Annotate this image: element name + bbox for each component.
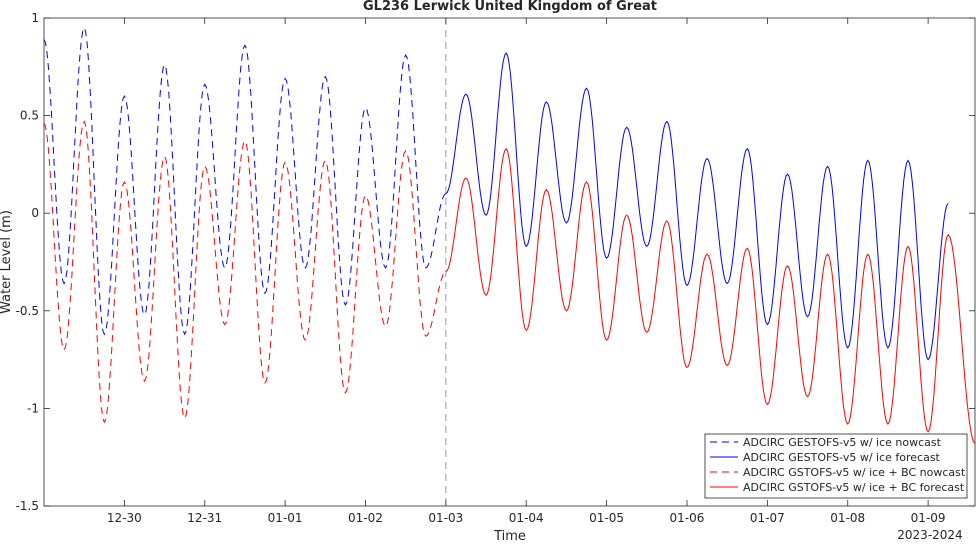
x-tick-label: 01-04 xyxy=(509,511,544,525)
legend-label-4: ADCIRC GSTOFS-v5 w/ ice + BC forecast xyxy=(743,481,965,494)
x-tick-label: 01-06 xyxy=(670,511,705,525)
x-axis-ticks: 12-30 12-31 01-01 01-02 01-03 01-04 01-05 01-06… xyxy=(107,18,946,525)
year-label: 2023-2024 xyxy=(897,528,962,541)
x-tick-label: 01-07 xyxy=(750,511,785,525)
plot-frame xyxy=(43,17,976,507)
y-tick-label: -1.5 xyxy=(16,499,39,513)
y-tick-label: 1 xyxy=(31,11,39,25)
x-axis-label: Time xyxy=(493,529,526,541)
y-axis-label: Water Level (m) xyxy=(0,210,14,314)
legend-label-1: ADCIRC GESTOFS-v5 w/ ice nowcast xyxy=(743,436,942,449)
x-tick-label: 12-30 xyxy=(107,511,142,525)
y-axis-ticks: -1.5 -1 -0.5 0 0.5 1 xyxy=(16,11,975,513)
series-line-4 xyxy=(445,147,976,444)
legend-label-2: ADCIRC GESTOFS-v5 w/ ice forecast xyxy=(743,451,941,464)
y-tick-label: -0.5 xyxy=(16,304,39,318)
x-tick-label: 01-02 xyxy=(348,511,383,525)
y-tick-label: 0 xyxy=(31,206,39,220)
legend-label-3: ADCIRC GSTOFS-v5 w/ ice + BC nowcast xyxy=(743,466,966,479)
series-line-1 xyxy=(43,26,447,336)
y-tick-label: -1 xyxy=(27,401,39,415)
plot-lines xyxy=(43,18,976,506)
series-line-3 xyxy=(43,120,447,424)
x-tick-label: 12-31 xyxy=(187,511,222,525)
x-tick-label: 01-01 xyxy=(268,511,303,525)
legend: ADCIRC GESTOFS-v5 w/ ice nowcast ADCIRC G… xyxy=(704,433,968,499)
legend-box xyxy=(704,433,968,499)
y-tick-label: 0.5 xyxy=(20,109,39,123)
x-tick-label: 01-05 xyxy=(589,511,624,525)
chart-title: GL236 Lerwick United Kingdom of Great xyxy=(363,0,657,14)
x-tick-label: 01-03 xyxy=(428,511,463,525)
series-line-2 xyxy=(445,52,949,361)
x-tick-label: 01-09 xyxy=(911,511,946,525)
x-tick-label: 01-08 xyxy=(830,511,865,525)
